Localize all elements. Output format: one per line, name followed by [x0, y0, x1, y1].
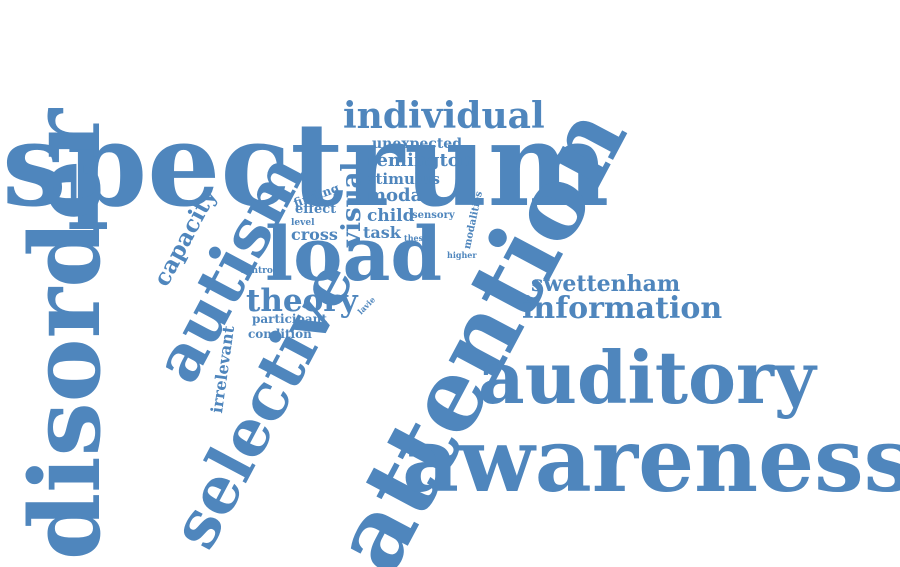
word-visual: visual — [337, 161, 367, 247]
word-higher: higher — [447, 250, 477, 260]
word-swettenham: swettenham — [531, 271, 681, 297]
word-sensory: sensory — [412, 210, 455, 221]
word-remington: remington — [367, 150, 473, 171]
word-theory: theory — [246, 283, 358, 319]
word-control: control — [240, 266, 277, 276]
word-task: task — [363, 223, 401, 242]
word-unexpected: unexpected — [372, 136, 462, 152]
word-load: load — [265, 212, 443, 298]
word-cross: cross — [291, 225, 338, 244]
word-participant: participant — [252, 312, 327, 326]
word-spectrum: spectrum — [2, 98, 610, 233]
word-awareness: awareness — [402, 408, 900, 512]
word-effect: effect — [295, 202, 337, 217]
word-child: child — [367, 206, 415, 226]
word-thesis: thesis — [404, 233, 431, 243]
word-information: information — [522, 291, 723, 326]
word-individual: individual — [343, 95, 545, 137]
word-stimulus: stimulus — [367, 170, 440, 188]
word-disorder: disorder — [9, 108, 122, 560]
word-modal: modal — [367, 185, 430, 206]
word-level: level — [291, 218, 315, 228]
word-auditory: auditory — [478, 335, 816, 420]
word-condition: condition — [248, 327, 312, 341]
